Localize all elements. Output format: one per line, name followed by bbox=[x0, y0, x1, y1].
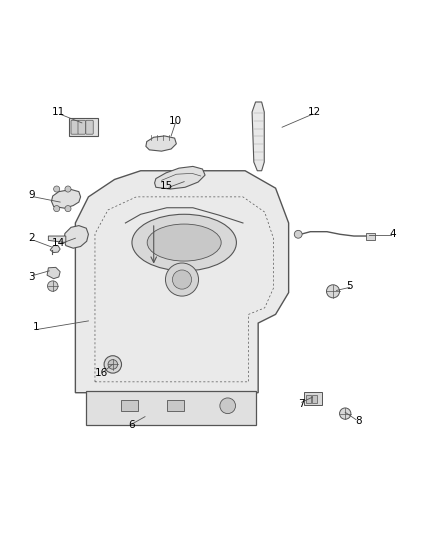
Text: 16: 16 bbox=[95, 368, 108, 378]
Bar bbox=[312, 395, 317, 403]
Text: 7: 7 bbox=[298, 399, 305, 409]
Bar bbox=[167, 400, 184, 411]
Text: 6: 6 bbox=[129, 421, 135, 430]
FancyBboxPatch shape bbox=[78, 120, 85, 134]
Text: 4: 4 bbox=[390, 229, 396, 239]
Circle shape bbox=[104, 356, 121, 373]
Polygon shape bbox=[252, 102, 264, 171]
Circle shape bbox=[294, 230, 302, 238]
Bar bbox=[306, 395, 311, 403]
Bar bbox=[304, 392, 322, 405]
Polygon shape bbox=[155, 166, 205, 189]
Circle shape bbox=[108, 360, 117, 369]
Text: 9: 9 bbox=[28, 190, 35, 200]
Ellipse shape bbox=[132, 214, 237, 271]
Circle shape bbox=[53, 186, 60, 192]
Text: 11: 11 bbox=[51, 107, 64, 117]
Text: 15: 15 bbox=[160, 181, 173, 191]
Circle shape bbox=[166, 263, 198, 296]
Circle shape bbox=[47, 281, 58, 292]
Polygon shape bbox=[146, 136, 177, 151]
Polygon shape bbox=[48, 236, 66, 243]
FancyBboxPatch shape bbox=[71, 120, 78, 134]
Text: 14: 14 bbox=[51, 238, 64, 247]
Polygon shape bbox=[47, 268, 60, 279]
Bar bbox=[366, 233, 375, 239]
Text: 2: 2 bbox=[28, 233, 35, 243]
Polygon shape bbox=[64, 225, 88, 248]
Bar bbox=[69, 118, 99, 136]
Circle shape bbox=[326, 285, 339, 298]
Polygon shape bbox=[75, 171, 289, 393]
Polygon shape bbox=[86, 391, 256, 425]
Bar bbox=[121, 400, 138, 411]
Text: 8: 8 bbox=[355, 416, 362, 426]
Circle shape bbox=[339, 408, 351, 419]
Circle shape bbox=[53, 206, 60, 212]
FancyBboxPatch shape bbox=[86, 120, 93, 134]
Polygon shape bbox=[51, 189, 81, 208]
Text: 10: 10 bbox=[169, 116, 182, 126]
Circle shape bbox=[173, 270, 191, 289]
Text: 1: 1 bbox=[33, 322, 39, 333]
Circle shape bbox=[65, 186, 71, 192]
Text: 5: 5 bbox=[346, 281, 353, 291]
Circle shape bbox=[65, 206, 71, 212]
Text: 12: 12 bbox=[308, 107, 321, 117]
Ellipse shape bbox=[147, 224, 221, 261]
Text: 3: 3 bbox=[28, 272, 35, 282]
Circle shape bbox=[220, 398, 236, 414]
Polygon shape bbox=[50, 246, 60, 253]
